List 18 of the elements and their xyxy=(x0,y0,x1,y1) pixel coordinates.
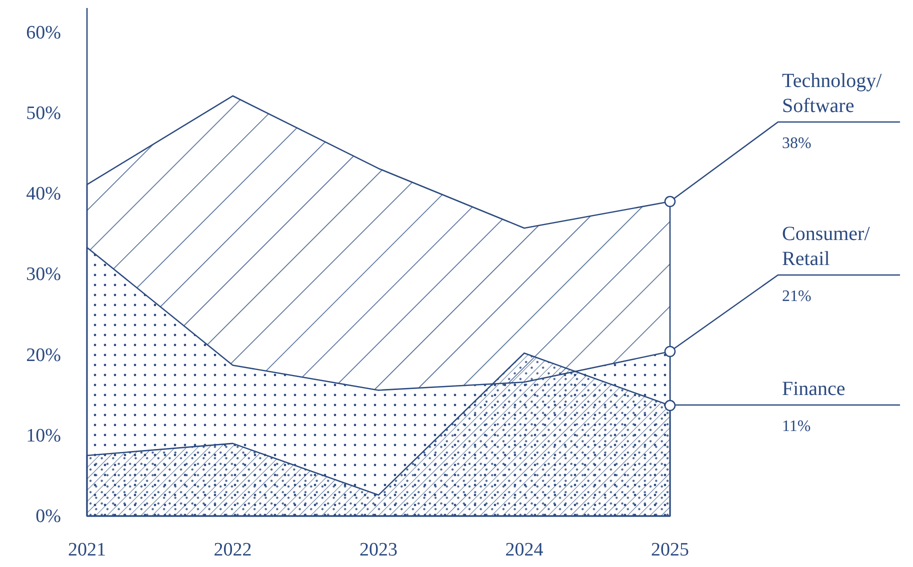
y-tick-label: 10% xyxy=(26,425,62,446)
text: 21% xyxy=(782,288,812,305)
y-tick-label: 40% xyxy=(26,184,62,205)
y-tick-label: 20% xyxy=(26,344,62,366)
x-tick-label: 2022 xyxy=(214,539,252,560)
text: Technology/Software xyxy=(782,70,882,117)
y-tick-label: 0% xyxy=(36,506,62,528)
x-tick-label: 2023 xyxy=(360,539,398,560)
text: Finance xyxy=(782,378,846,400)
text: 11% xyxy=(782,418,811,435)
x-tick-label: 2021 xyxy=(68,539,106,560)
y-tick-label: 30% xyxy=(26,264,62,286)
y-tick-label: 50% xyxy=(26,102,62,124)
x-tick-label: 2025 xyxy=(651,539,689,560)
text: Consumer/Retail xyxy=(782,223,870,270)
x-tick-label: 2024 xyxy=(505,539,544,560)
y-tick-label: 60% xyxy=(26,22,62,44)
text: 38% xyxy=(782,135,812,152)
